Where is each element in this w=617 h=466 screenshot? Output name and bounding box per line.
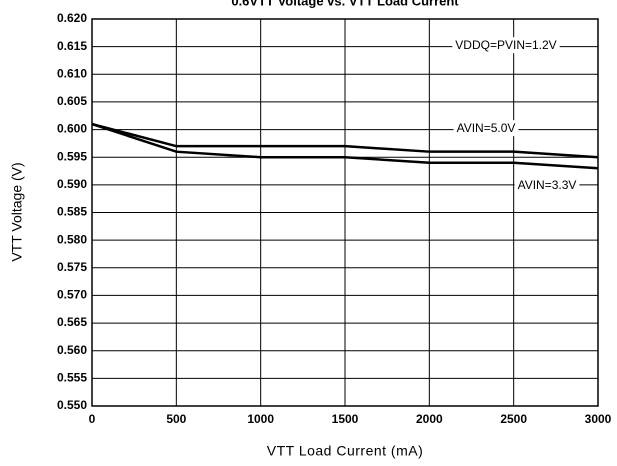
y-tick-label: 0.550 — [57, 398, 87, 412]
plot-frame — [91, 18, 599, 407]
y-tick-label: 0.620 — [57, 11, 87, 25]
series-line — [91, 122, 599, 170]
series-line — [91, 122, 599, 159]
y-axis-label: VTT Voltage (V) — [9, 162, 25, 261]
series-label: AVIN=5.0V — [457, 121, 516, 135]
x-tick-label: 500 — [166, 412, 186, 426]
y-tick-label: 0.585 — [57, 205, 87, 219]
y-tick-label: 0.600 — [57, 122, 87, 136]
x-tick-label: 3000 — [585, 412, 612, 426]
y-tick-label: 0.570 — [57, 288, 87, 302]
chart-title: 0.6VTT Voltage vs. VTT Load Current — [231, 0, 459, 8]
y-tick-label: 0.605 — [57, 94, 87, 108]
y-tick-label: 0.590 — [57, 177, 87, 191]
series-label: AVIN=3.3V — [518, 178, 577, 192]
x-axis-label: VTT Load Current (mA) — [267, 443, 424, 459]
y-tick-label: 0.615 — [57, 39, 87, 53]
x-tick-label: 0 — [89, 412, 96, 426]
x-tick-label: 2500 — [500, 412, 527, 426]
annotation: VDDQ=PVIN=1.2V — [455, 38, 556, 52]
label-bg — [453, 120, 519, 137]
x-tick-label: 1000 — [247, 412, 274, 426]
label-bg — [452, 37, 560, 54]
y-tick-label: 0.610 — [57, 66, 87, 80]
x-tick-label: 1500 — [332, 412, 359, 426]
x-tick-label: 2000 — [416, 412, 443, 426]
y-tick-label: 0.595 — [57, 149, 87, 163]
y-tick-label: 0.555 — [57, 371, 87, 385]
y-tick-label: 0.575 — [57, 260, 87, 274]
label-bg — [514, 177, 580, 194]
y-tick-label: 0.565 — [57, 315, 87, 329]
y-tick-label: 0.580 — [57, 232, 87, 246]
y-tick-label: 0.560 — [57, 343, 87, 357]
